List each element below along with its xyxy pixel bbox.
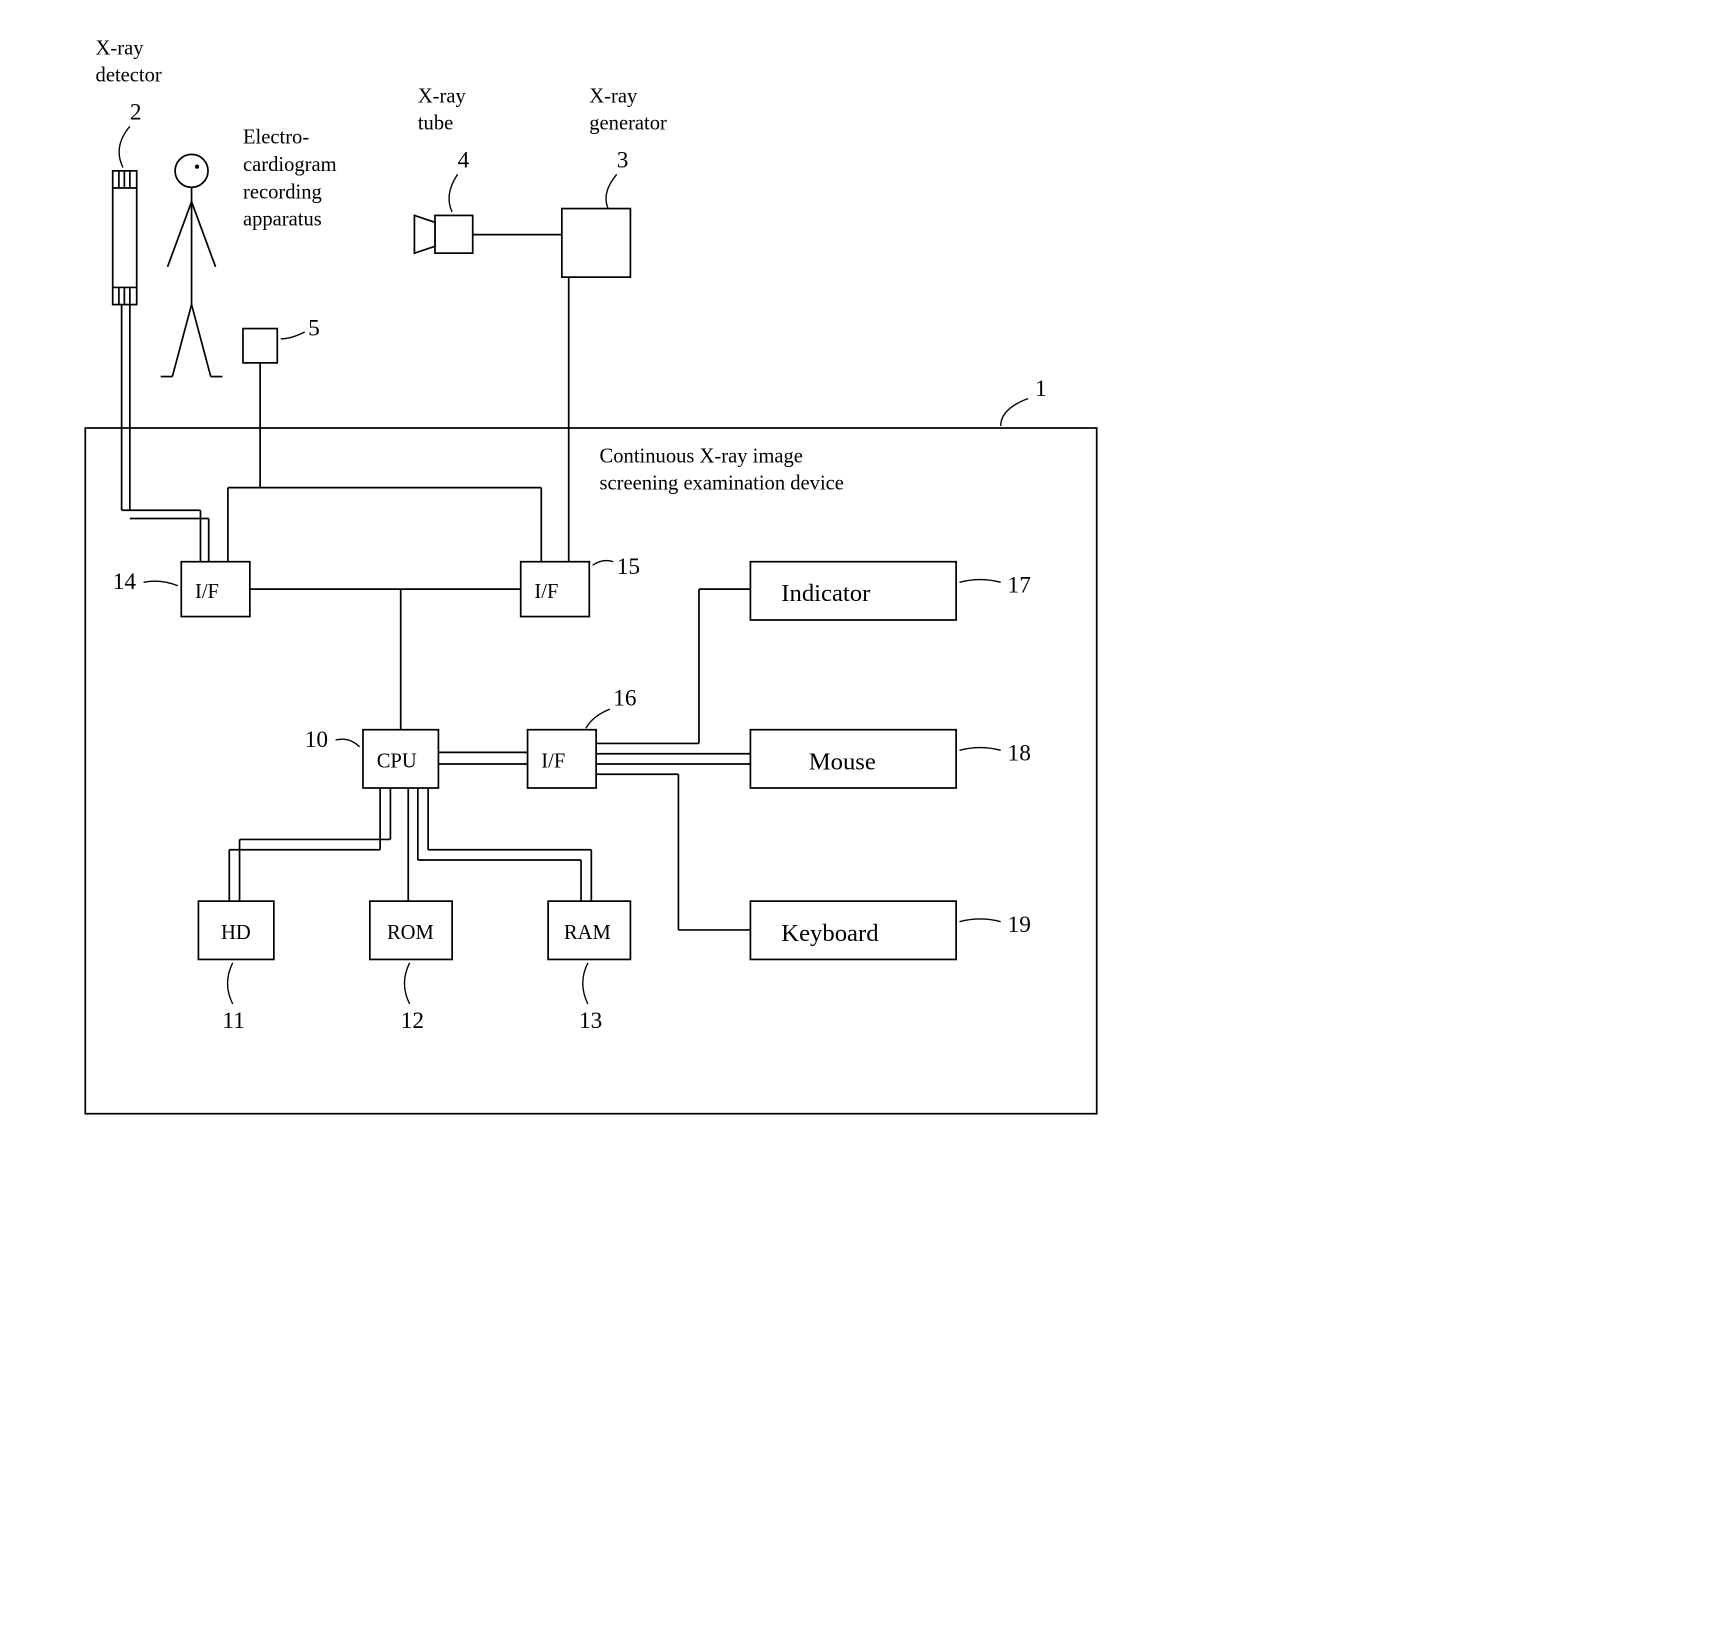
- num-10: 10: [305, 727, 328, 753]
- rom-text: ROM: [387, 922, 434, 944]
- main-label-1: Continuous X-ray image: [600, 445, 803, 467]
- label-xray-detector-2: detector: [96, 65, 162, 87]
- ram-text: RAM: [564, 922, 611, 944]
- lead-4: [449, 174, 458, 212]
- lead-2: [119, 126, 130, 167]
- if-15-text: I/F: [534, 581, 558, 603]
- xray-tube: [414, 215, 472, 253]
- num-13: 13: [579, 1008, 602, 1034]
- num-19: 19: [1008, 912, 1031, 938]
- num-12: 12: [401, 1008, 424, 1034]
- label-ecg-3: recording: [243, 181, 322, 203]
- keyboard-text: Keyboard: [781, 920, 879, 947]
- label-ecg-2: cardiogram: [243, 154, 337, 176]
- xray-detector: [113, 171, 137, 305]
- xray-generator: [562, 209, 631, 278]
- indicator-text: Indicator: [781, 580, 870, 607]
- lead-5: [281, 332, 305, 339]
- lead-3: [606, 174, 617, 212]
- label-ecg-4: apparatus: [243, 209, 322, 231]
- num-17: 17: [1008, 573, 1031, 599]
- label-xray-tube-2: tube: [418, 113, 453, 135]
- main-label-2: screening examination device: [600, 473, 844, 495]
- num-1: 1: [1035, 376, 1047, 402]
- num-5: 5: [308, 315, 320, 341]
- if-16-text: I/F: [541, 750, 565, 772]
- num-14: 14: [113, 569, 137, 595]
- mouse-text: Mouse: [809, 748, 876, 775]
- diagram-canvas: X-ray detector 2 Electro- cardiogram rec…: [20, 20, 1199, 1148]
- label-xray-gen-2: generator: [589, 113, 667, 135]
- if-14-text: I/F: [195, 581, 219, 603]
- num-18: 18: [1008, 741, 1031, 767]
- num-4: 4: [458, 147, 470, 173]
- person-icon: [161, 154, 223, 376]
- num-16: 16: [613, 686, 636, 712]
- label-ecg-1: Electro-: [243, 126, 309, 148]
- lead-1: [1001, 399, 1028, 426]
- label-xray-tube-1: X-ray: [418, 85, 467, 107]
- num-15: 15: [617, 554, 640, 580]
- num-3: 3: [617, 147, 629, 173]
- cpu-text: CPU: [377, 750, 417, 772]
- label-xray-detector-1: X-ray: [96, 37, 145, 59]
- ecg-apparatus: [243, 329, 277, 363]
- num-11: 11: [222, 1008, 244, 1034]
- num-2: 2: [130, 99, 142, 125]
- hd-text: HD: [221, 922, 251, 944]
- label-xray-gen-1: X-ray: [589, 85, 638, 107]
